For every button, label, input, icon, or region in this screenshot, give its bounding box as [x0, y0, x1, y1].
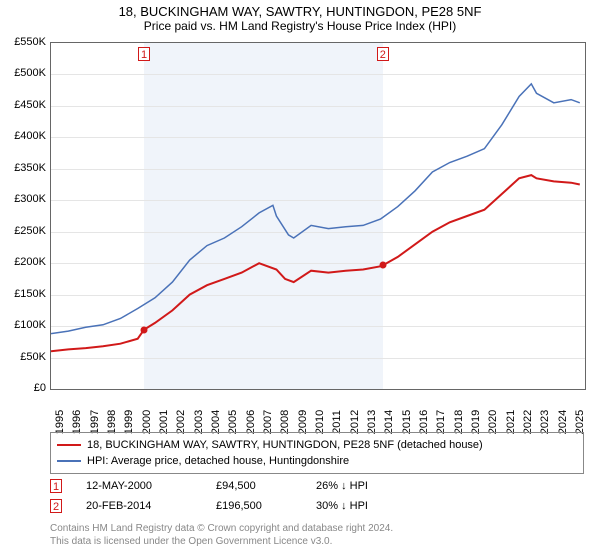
xtick-label: 2016 [418, 410, 430, 434]
sales-row: 2 20-FEB-2014£196,50030% ↓ HPI [50, 496, 584, 516]
xtick-label: 1996 [71, 410, 83, 434]
legend-row: HPI: Average price, detached house, Hunt… [57, 453, 577, 469]
xtick-label: 2011 [331, 410, 343, 434]
chart-marker: 1 [138, 47, 150, 61]
xtick-label: 2020 [487, 410, 499, 434]
xtick-label: 2024 [557, 410, 569, 434]
ytick-label: £500K [14, 67, 46, 79]
sales-date: 12-MAY-2000 [86, 480, 216, 492]
ytick-label: £50K [20, 351, 46, 363]
title-sub: Price paid vs. HM Land Registry's House … [0, 19, 600, 33]
ytick-label: £400K [14, 130, 46, 142]
xtick-label: 1999 [123, 410, 135, 434]
sales-date: 20-FEB-2014 [86, 500, 216, 512]
ytick-label: £550K [14, 36, 46, 48]
sales-price: £196,500 [216, 500, 316, 512]
xtick-label: 2000 [141, 410, 153, 434]
plot-area: 12 [50, 42, 586, 390]
xtick-label: 2006 [245, 410, 257, 434]
xtick-label: 2003 [193, 410, 205, 434]
xtick-label: 2021 [505, 410, 517, 434]
xtick-label: 2018 [453, 410, 465, 434]
chart-container: 18, BUCKINGHAM WAY, SAWTRY, HUNTINGDON, … [0, 0, 600, 560]
xtick-label: 2012 [349, 410, 361, 434]
xtick-label: 2004 [210, 410, 222, 434]
xtick-label: 2023 [539, 410, 551, 434]
chart-marker: 2 [377, 47, 389, 61]
title-block: 18, BUCKINGHAM WAY, SAWTRY, HUNTINGDON, … [0, 0, 600, 35]
ytick-label: £100K [14, 319, 46, 331]
xtick-label: 2013 [366, 410, 378, 434]
ytick-label: £150K [14, 288, 46, 300]
footer-line-2: This data is licensed under the Open Gov… [50, 535, 393, 548]
ytick-label: £450K [14, 99, 46, 111]
xtick-label: 2019 [470, 410, 482, 434]
footer: Contains HM Land Registry data © Crown c… [50, 522, 393, 548]
sales-marker: 1 [50, 479, 62, 493]
xtick-label: 2017 [435, 410, 447, 434]
sales-diff: 30% ↓ HPI [316, 500, 436, 512]
sales-row: 1 12-MAY-2000£94,50026% ↓ HPI [50, 476, 584, 496]
series-line-price_paid [51, 175, 580, 351]
ytick-label: £200K [14, 256, 46, 268]
sales-price: £94,500 [216, 480, 316, 492]
legend-row: 18, BUCKINGHAM WAY, SAWTRY, HUNTINGDON, … [57, 437, 577, 453]
ytick-label: £300K [14, 193, 46, 205]
legend-label: HPI: Average price, detached house, Hunt… [87, 455, 349, 467]
xtick-label: 2022 [522, 410, 534, 434]
xtick-label: 2010 [314, 410, 326, 434]
xtick-label: 1998 [106, 410, 118, 434]
xtick-label: 2007 [262, 410, 274, 434]
footer-line-1: Contains HM Land Registry data © Crown c… [50, 522, 393, 535]
sales-table: 1 12-MAY-2000£94,50026% ↓ HPI 2 20-FEB-2014… [50, 476, 584, 516]
sale-dot [379, 262, 386, 269]
xtick-label: 2015 [401, 410, 413, 434]
xtick-label: 2001 [158, 410, 170, 434]
xtick-label: 2014 [383, 410, 395, 434]
legend-label: 18, BUCKINGHAM WAY, SAWTRY, HUNTINGDON, … [87, 439, 483, 451]
xtick-label: 2005 [227, 410, 239, 434]
xtick-label: 1997 [89, 410, 101, 434]
ytick-label: £250K [14, 225, 46, 237]
chart-lines [51, 43, 585, 389]
xtick-label: 2002 [175, 410, 187, 434]
ytick-label: £0 [34, 382, 46, 394]
xtick-label: 2008 [279, 410, 291, 434]
sale-dot [141, 326, 148, 333]
legend-swatch [57, 460, 81, 462]
xtick-label: 1995 [54, 410, 66, 434]
legend-swatch [57, 444, 81, 446]
xtick-label: 2009 [297, 410, 309, 434]
xtick-label: 2025 [574, 410, 586, 434]
series-line-hpi [51, 84, 580, 334]
sales-marker: 2 [50, 499, 62, 513]
title-main: 18, BUCKINGHAM WAY, SAWTRY, HUNTINGDON, … [0, 4, 600, 19]
ytick-label: £350K [14, 162, 46, 174]
sales-diff: 26% ↓ HPI [316, 480, 436, 492]
legend: 18, BUCKINGHAM WAY, SAWTRY, HUNTINGDON, … [50, 432, 584, 474]
